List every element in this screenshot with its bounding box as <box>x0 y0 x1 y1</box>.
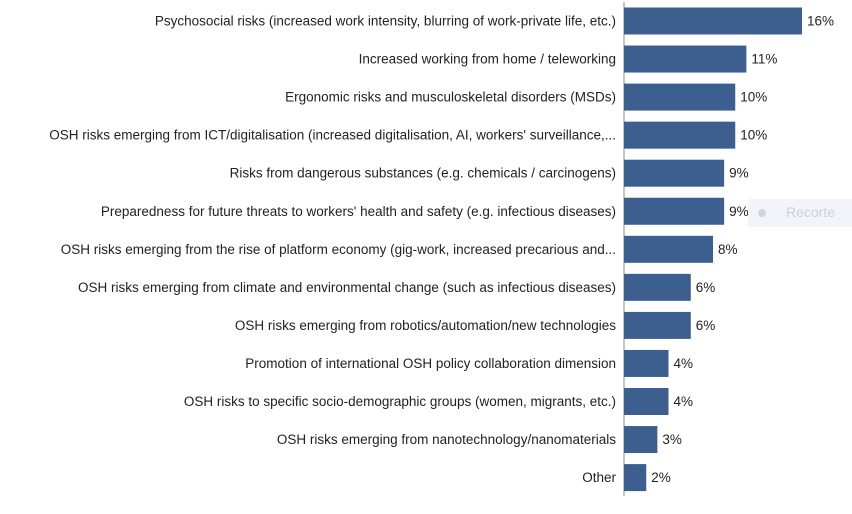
value-label: 9% <box>729 166 749 181</box>
value-label: 16% <box>807 14 834 29</box>
category-label: OSH risks emerging from nanotechnology/n… <box>277 432 616 447</box>
category-label: Risks from dangerous substances (e.g. ch… <box>230 166 616 181</box>
category-label: Increased working from home / teleworkin… <box>359 52 616 67</box>
category-label: Promotion of international OSH policy co… <box>245 356 616 371</box>
value-label: 6% <box>696 280 716 295</box>
bar <box>624 7 802 35</box>
value-labels-group: 16% 11% 10% 10% 9% 9% 8% 6% 6% 4% 4% 3% 2% <box>651 14 834 486</box>
category-label: OSH risks to specific socio-demographic … <box>184 394 616 409</box>
bar <box>624 121 736 149</box>
category-label: Ergonomic risks and musculoskeletal diso… <box>285 90 616 105</box>
category-label: OSH risks emerging from robotics/automat… <box>235 318 616 333</box>
bar <box>624 349 669 377</box>
category-label: Psychosocial risks (increased work inten… <box>155 14 616 29</box>
value-label: 10% <box>740 128 767 143</box>
bar <box>624 273 691 301</box>
value-label: 8% <box>718 242 738 257</box>
bar <box>624 388 669 415</box>
bar <box>624 83 736 111</box>
category-labels-group: Psychosocial risks (increased work inten… <box>49 14 616 486</box>
bars-group <box>624 7 802 492</box>
bar <box>624 197 725 225</box>
value-label: 3% <box>662 432 682 447</box>
value-label: 4% <box>674 356 694 371</box>
value-label: 6% <box>696 318 716 333</box>
value-label: 10% <box>740 90 767 105</box>
value-label: 4% <box>674 394 694 409</box>
bar <box>624 45 747 73</box>
category-label: OSH risks emerging from the rise of plat… <box>61 242 616 257</box>
bar <box>624 311 691 339</box>
bar <box>624 464 647 492</box>
record-dot-icon <box>758 209 766 217</box>
category-label: Other <box>582 470 616 485</box>
category-label: OSH risks emerging from climate and envi… <box>78 280 616 295</box>
category-label: Preparedness for future threats to worke… <box>101 204 616 219</box>
value-label: 9% <box>729 204 749 219</box>
snip-tooltip-text: Recorte <box>786 204 836 220</box>
snip-tooltip: Recorte <box>748 199 852 227</box>
bar <box>624 426 658 454</box>
value-label: 2% <box>651 470 671 485</box>
category-label: OSH risks emerging from ICT/digitalisati… <box>49 128 616 143</box>
bar <box>624 235 713 263</box>
value-label: 11% <box>751 52 777 67</box>
bar <box>624 159 725 187</box>
